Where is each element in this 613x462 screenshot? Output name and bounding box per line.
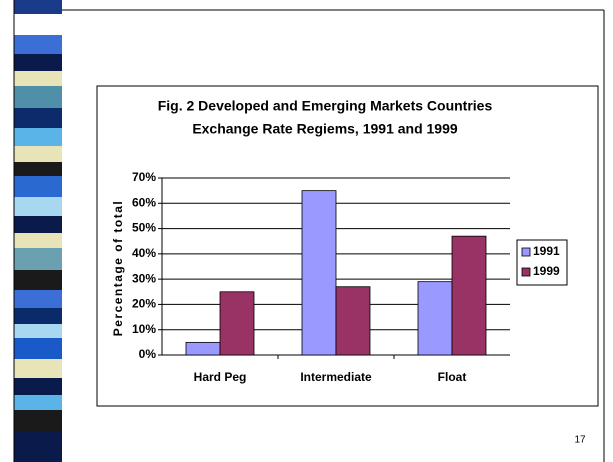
page: Fig. 2 Developed and Emerging Markets Co… bbox=[0, 0, 613, 462]
strip-block bbox=[14, 338, 62, 359]
strip-block bbox=[14, 270, 62, 290]
slide: Fig. 2 Developed and Emerging Markets Co… bbox=[0, 0, 613, 462]
y-tick-label: 30% bbox=[132, 271, 156, 285]
strip-block bbox=[14, 359, 62, 378]
bar bbox=[220, 292, 254, 355]
y-axis-label: Percentage of total bbox=[111, 200, 125, 337]
strip-block bbox=[14, 324, 62, 338]
bar bbox=[418, 282, 452, 355]
x-tick-label: Intermediate bbox=[300, 370, 372, 384]
bar bbox=[186, 342, 220, 355]
strip-block bbox=[14, 14, 62, 35]
strip-block bbox=[14, 54, 62, 71]
y-tick-label: 0% bbox=[139, 347, 157, 361]
strip-block bbox=[14, 128, 62, 146]
strip-block bbox=[14, 308, 62, 324]
y-tick-label: 10% bbox=[132, 322, 156, 336]
y-tick-label: 50% bbox=[132, 221, 156, 235]
strip-block bbox=[14, 146, 62, 162]
strip-block bbox=[14, 216, 62, 233]
y-tick-label: 40% bbox=[132, 246, 156, 260]
strip-block bbox=[14, 0, 62, 14]
strip-block bbox=[14, 162, 62, 176]
chart-title: Fig. 2 Developed and Emerging Markets Co… bbox=[158, 98, 493, 114]
bar bbox=[336, 287, 370, 355]
bar bbox=[302, 191, 336, 355]
strip-block bbox=[14, 432, 62, 462]
page-number: 17 bbox=[574, 435, 586, 446]
strip-block bbox=[14, 233, 62, 248]
y-tick-label: 70% bbox=[132, 170, 156, 184]
strip-block bbox=[14, 176, 62, 197]
legend-label: 1991 bbox=[533, 244, 560, 258]
strip-block bbox=[14, 108, 62, 128]
legend-swatch bbox=[522, 248, 530, 256]
strip-block bbox=[14, 35, 62, 54]
bar bbox=[452, 236, 486, 355]
strip-block bbox=[14, 86, 62, 108]
y-tick-label: 60% bbox=[132, 195, 156, 209]
strip-block bbox=[14, 290, 62, 308]
chart-title: Exchange Rate Regiems, 1991 and 1999 bbox=[192, 121, 458, 137]
strip-block bbox=[14, 248, 62, 270]
strip-block bbox=[14, 410, 62, 432]
x-tick-label: Float bbox=[438, 370, 467, 384]
strip-block bbox=[14, 71, 62, 86]
legend-label: 1999 bbox=[533, 264, 560, 278]
strip-block bbox=[14, 378, 62, 395]
x-tick-label: Hard Peg bbox=[194, 370, 247, 384]
strip-block bbox=[14, 395, 62, 410]
strip-block bbox=[14, 197, 62, 216]
legend-swatch bbox=[522, 268, 530, 276]
y-tick-label: 20% bbox=[132, 297, 156, 311]
